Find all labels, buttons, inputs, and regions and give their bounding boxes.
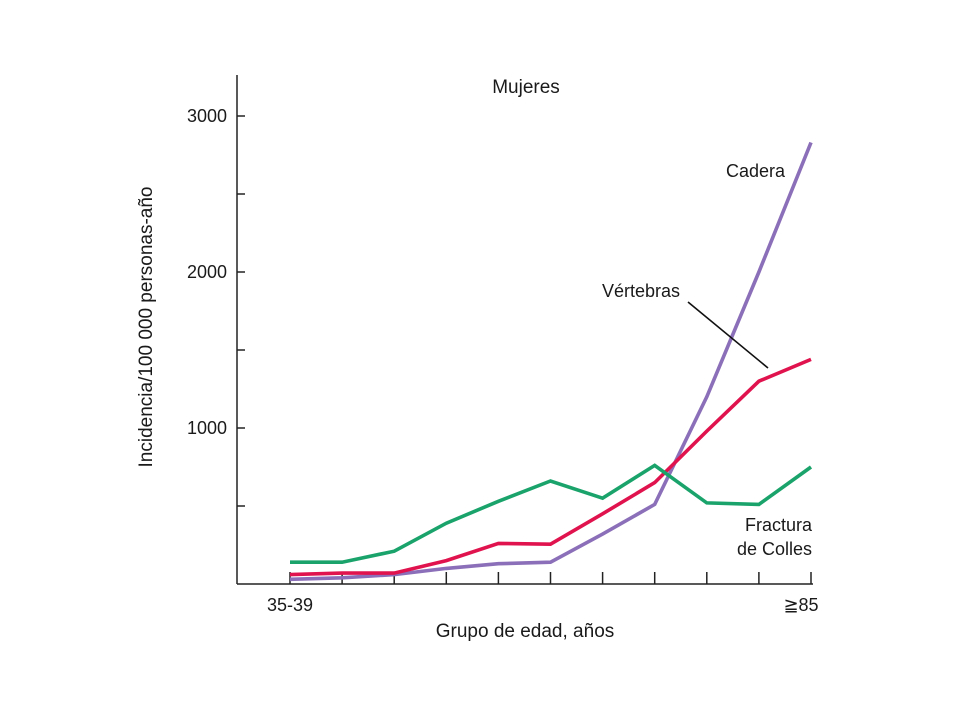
y-tick-label-1000: 1000	[187, 418, 227, 438]
x-tick-label-last: ≧85	[783, 595, 818, 615]
y-tick-label-3000: 3000	[187, 106, 227, 126]
y-ticks	[237, 115, 245, 507]
chart-title: Mujeres	[492, 77, 560, 98]
series-line-vértebras	[289, 357, 812, 577]
series-line-fractura-de-colles	[290, 463, 813, 565]
series-label-colles-line1: Fractura	[745, 515, 813, 535]
series-lines	[289, 141, 813, 582]
x-axis-title: Grupo de edad, años	[436, 621, 615, 642]
series-label-hip: Cadera	[726, 161, 786, 181]
y-axis-title: Incidencia/100 000 personas-año	[136, 187, 157, 468]
series-line-cadera	[289, 141, 813, 582]
x-tick-label-first: 35-39	[267, 595, 313, 615]
y-tick-label-2000: 2000	[187, 262, 227, 282]
series-label-colles-line2: de Colles	[737, 539, 812, 559]
vertebrae-leader-line	[687, 301, 769, 369]
axes	[236, 75, 813, 585]
series-label-vertebrae: Vértebras	[602, 281, 680, 301]
